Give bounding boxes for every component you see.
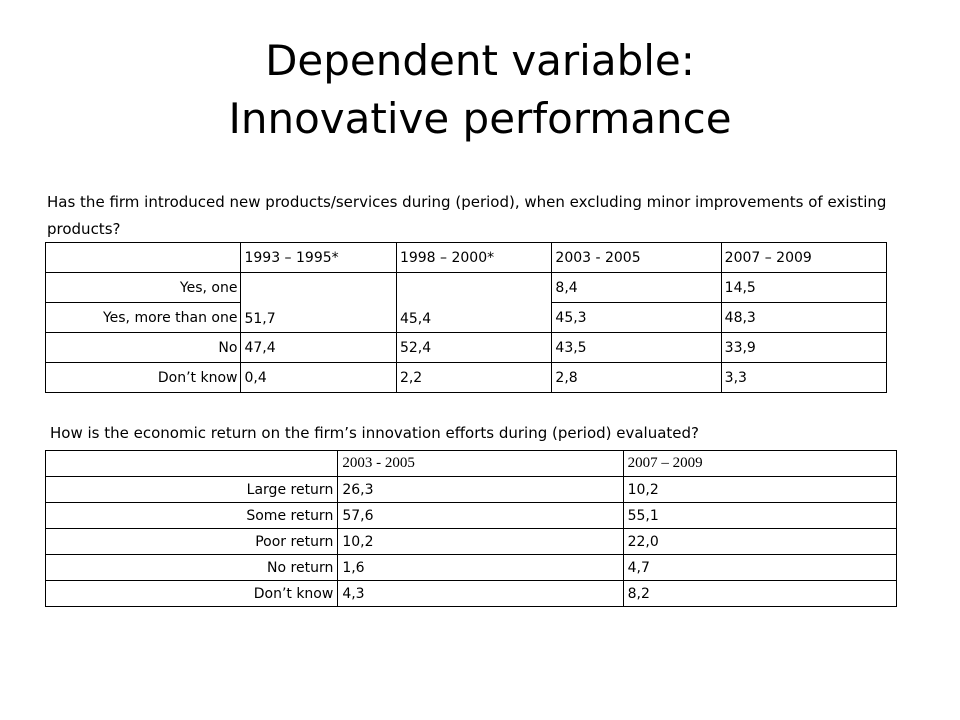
row-label: No — [44, 332, 242, 363]
question-economic-return: How is the economic return on the firm’s… — [50, 424, 700, 442]
table-cell: 2,2 — [395, 362, 553, 393]
table-row: No 47,4 52,4 43,5 33,9 — [44, 332, 888, 363]
table-cell: 45,3 — [551, 302, 722, 333]
table-cell: 26,3 — [337, 476, 624, 503]
row-label: Yes, one — [44, 272, 242, 303]
row-label: Yes, more than one — [44, 302, 242, 333]
table-cell: 22,0 — [622, 528, 898, 555]
table-cell: 3,3 — [720, 362, 888, 393]
table-cell: 10,2 — [622, 476, 898, 503]
table-row: Yes, one 51,7 45,4 8,4 14,5 — [44, 272, 888, 333]
table-header-row: 2003 - 2005 2007 – 2009 — [44, 450, 898, 477]
table-cell: 4,3 — [337, 580, 624, 607]
header-cell — [44, 242, 242, 273]
row-label: Poor return — [44, 528, 339, 555]
row-label: Some return — [44, 502, 339, 529]
header-cell: 2007 – 2009 — [720, 242, 888, 273]
merged-cell: 51,7 — [240, 272, 397, 333]
header-cell: 1998 – 2000* — [395, 242, 553, 273]
row-label: Don’t know — [44, 580, 339, 607]
row-label: Large return — [44, 476, 339, 503]
table-cell: 2,8 — [551, 362, 722, 393]
slide-title: Dependent variable: Innovative performan… — [0, 32, 960, 148]
table-cell: 14,5 — [720, 272, 888, 303]
table-row: Don’t know 0,4 2,2 2,8 3,3 — [44, 362, 888, 393]
table-header-row: 1993 – 1995* 1998 – 2000* 2003 - 2005 20… — [44, 242, 888, 273]
table-cell: 4,7 — [622, 554, 898, 581]
table-row: Large return 26,3 10,2 — [44, 476, 898, 503]
table-cell: 0,4 — [240, 362, 397, 393]
table-row: Don’t know 4,3 8,2 — [44, 580, 898, 607]
header-cell: 2003 - 2005 — [337, 450, 624, 477]
table-cell: 57,6 — [337, 502, 624, 529]
table-row: No return 1,6 4,7 — [44, 554, 898, 581]
merged-cell: 45,4 — [395, 272, 553, 333]
table-cell: 33,9 — [720, 332, 888, 363]
row-label: Don’t know — [44, 362, 242, 393]
header-cell: 2003 - 2005 — [551, 242, 722, 273]
table-cell: 8,4 — [551, 272, 722, 303]
header-cell — [44, 450, 339, 477]
header-cell: 1993 – 1995* — [240, 242, 397, 273]
title-line-1: Dependent variable: — [265, 36, 695, 85]
table-row: Yes, more than one 45,3 48,3 — [44, 302, 888, 333]
table-cell: 8,2 — [622, 580, 898, 607]
table-cell: 10,2 — [337, 528, 624, 555]
row-label: No return — [44, 554, 339, 581]
question-new-products: Has the firm introduced new products/ser… — [47, 193, 887, 238]
table-cell: 1,6 — [337, 554, 624, 581]
table-cell: 52,4 — [395, 332, 553, 363]
table-cell: 43,5 — [551, 332, 722, 363]
economic-return-table: 2003 - 2005 2007 – 2009 Large return 26,… — [44, 450, 898, 607]
table-row: Some return 57,6 55,1 — [44, 502, 898, 529]
title-line-2: Innovative performance — [228, 94, 732, 143]
header-cell: 2007 – 2009 — [622, 450, 898, 477]
table-cell: 47,4 — [240, 332, 397, 363]
new-products-table: 1993 – 1995* 1998 – 2000* 2003 - 2005 20… — [44, 242, 888, 393]
table-cell: 55,1 — [622, 502, 898, 529]
table-row: Poor return 10,2 22,0 — [44, 528, 898, 555]
table-cell: 48,3 — [720, 302, 888, 333]
